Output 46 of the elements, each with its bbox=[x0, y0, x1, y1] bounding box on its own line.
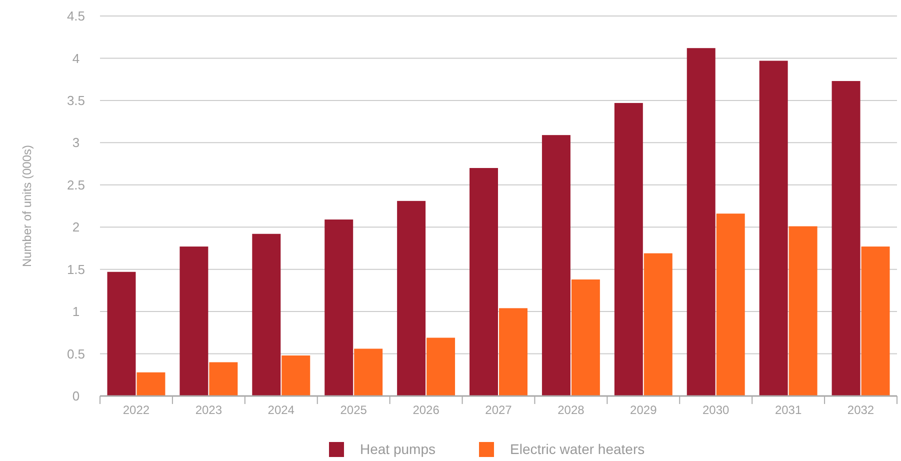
y-tick-label: 3.5 bbox=[66, 92, 86, 108]
bar bbox=[716, 214, 745, 396]
y-tick-label: 2.5 bbox=[66, 177, 86, 192]
y-tick-label: 4 bbox=[72, 50, 80, 66]
x-tick-label: 2022 bbox=[122, 403, 150, 417]
bar bbox=[252, 234, 281, 396]
legend-label: Electric water heaters bbox=[510, 441, 645, 457]
x-tick-label: 2032 bbox=[847, 403, 874, 417]
x-tick-label: 2029 bbox=[630, 403, 658, 417]
x-tick-label: 2024 bbox=[268, 403, 295, 417]
bar bbox=[759, 60, 788, 396]
bar bbox=[499, 308, 528, 396]
bar bbox=[686, 48, 716, 396]
bar bbox=[136, 372, 166, 396]
bar bbox=[832, 81, 860, 396]
y-tick-label: 2 bbox=[72, 220, 80, 235]
bar bbox=[788, 226, 818, 396]
bar bbox=[282, 355, 310, 396]
bar bbox=[861, 246, 890, 396]
bar bbox=[426, 338, 456, 396]
bar bbox=[324, 220, 354, 396]
bar bbox=[571, 279, 600, 396]
y-tick-label: 3 bbox=[72, 135, 80, 150]
x-tick-label: 2025 bbox=[340, 403, 368, 417]
y-tick-label: 4.5 bbox=[66, 8, 86, 24]
bar bbox=[354, 348, 383, 396]
bar bbox=[470, 168, 498, 396]
x-tick-label: 2026 bbox=[412, 403, 440, 417]
x-tick-label: 2030 bbox=[702, 403, 730, 417]
y-tick-label: 0 bbox=[72, 388, 80, 404]
bar bbox=[397, 200, 426, 396]
bar bbox=[107, 272, 136, 396]
x-tick-label: 2027 bbox=[485, 403, 512, 417]
x-tick-label: 2028 bbox=[558, 403, 585, 417]
y-tick-label: 0.5 bbox=[66, 346, 86, 362]
bar bbox=[614, 102, 643, 396]
bar bbox=[542, 135, 570, 396]
bar bbox=[209, 362, 238, 396]
x-tick-label: 2031 bbox=[774, 403, 802, 417]
legend-label: Heat pumps bbox=[360, 441, 436, 457]
bar bbox=[180, 246, 208, 396]
y-tick-label: 1 bbox=[72, 304, 80, 320]
y-tick-label: 1.5 bbox=[66, 262, 86, 277]
x-tick-label: 2023 bbox=[195, 403, 222, 417]
bar bbox=[644, 253, 672, 396]
y-axis-title: Number of units (000s) bbox=[20, 144, 34, 268]
